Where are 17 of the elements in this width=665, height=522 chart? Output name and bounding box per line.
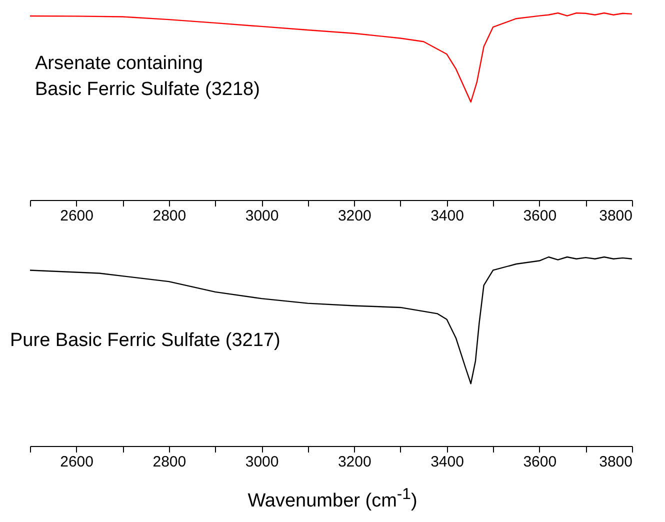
x-tick-label: 3600 bbox=[523, 208, 557, 224]
x-tick-label: 3000 bbox=[245, 454, 279, 470]
x-tick-label: 3200 bbox=[338, 208, 372, 224]
x-tick-label: 3400 bbox=[430, 454, 464, 470]
x-tick-label: 2800 bbox=[152, 208, 186, 224]
x-axis-title: Wavenumber (cm$^{-1}$) bbox=[246, 486, 418, 512]
x-tick-label: 3200 bbox=[338, 454, 372, 470]
x-tick-label: 2600 bbox=[60, 454, 94, 470]
x-tick-label: 2600 bbox=[60, 208, 94, 224]
annotation: Pure Basic Ferric Sulfate (3217) bbox=[10, 330, 280, 351]
x-tick-label: 3800 bbox=[599, 454, 632, 470]
x-tick-label: 3600 bbox=[523, 454, 557, 470]
x-tick-label: 3000 bbox=[245, 208, 279, 224]
x-tick-label: 3800 bbox=[599, 208, 632, 224]
annotation: Arsenate containing Basic Ferric Sulfate (3218) bbox=[35, 53, 260, 100]
x-tick-label: 2800 bbox=[152, 454, 186, 470]
x-tick-label: 3400 bbox=[430, 208, 464, 224]
